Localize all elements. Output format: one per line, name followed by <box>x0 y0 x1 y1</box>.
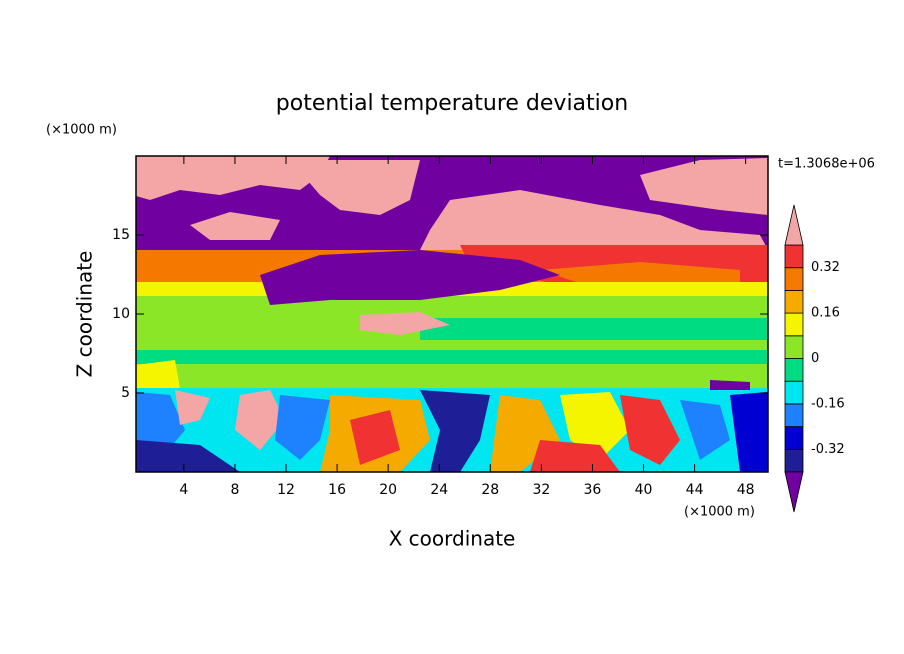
colorbar-box <box>784 426 804 450</box>
colorbar-box <box>784 289 804 314</box>
chart-title: potential temperature deviation <box>276 91 628 116</box>
contour-fill <box>620 395 680 465</box>
colorbar-triangle <box>784 471 804 513</box>
x-tick-label: 12 <box>277 482 295 498</box>
colorbar-box <box>784 312 804 337</box>
contour-fill <box>136 296 768 388</box>
contour-fill <box>420 318 768 340</box>
colorbar-label: 0.32 <box>811 260 840 275</box>
x-unit: (×1000 m) <box>684 505 755 520</box>
colorbar-box <box>784 244 804 269</box>
contour-fill <box>190 212 280 240</box>
contour-fill <box>360 312 450 335</box>
x-tick-label: 36 <box>584 482 602 498</box>
colorbar-box <box>784 267 804 291</box>
contour-fill <box>530 440 620 472</box>
contour-fill <box>136 360 180 388</box>
contour-fill <box>136 156 330 200</box>
contour-fill <box>235 390 285 450</box>
x-tick-label: 48 <box>737 482 755 498</box>
y-tick-label: 10 <box>112 306 130 322</box>
contour-fill <box>275 395 330 460</box>
x-tick-label: 20 <box>379 482 397 498</box>
colorbar-triangle <box>784 204 804 246</box>
contour-fill <box>680 400 730 460</box>
y-tick-label: 5 <box>121 385 130 401</box>
contour-fill <box>260 250 560 305</box>
contour-field <box>136 156 768 472</box>
x-tick-label: 24 <box>430 482 448 498</box>
x-tick-label: 4 <box>179 482 188 498</box>
y-axis-label: Z coordinate <box>73 251 97 378</box>
contour-fill <box>290 160 420 215</box>
contour-fill <box>136 440 240 472</box>
colorbar-box <box>784 448 804 473</box>
y-unit: (×1000 m) <box>46 123 117 138</box>
colorbar-label: 0 <box>811 351 819 366</box>
y-tick-label: 15 <box>112 227 130 243</box>
x-tick-label: 44 <box>686 482 704 498</box>
colorbar-box <box>784 380 804 405</box>
colorbar-box <box>784 358 804 382</box>
x-tick-label: 32 <box>532 482 550 498</box>
contour-fill <box>136 350 768 364</box>
contour-fill <box>640 158 768 215</box>
contour-fill <box>350 410 400 465</box>
x-tick-label: 8 <box>230 482 239 498</box>
colorbar-label: 0.16 <box>811 306 840 321</box>
annotation: t=1.3068e+06 <box>778 157 875 172</box>
contour-fill <box>560 392 630 460</box>
colorbar-label: -0.16 <box>811 396 845 411</box>
contour-fill <box>730 392 768 472</box>
contour-fill <box>420 190 768 250</box>
colorbar-label: -0.32 <box>811 442 845 457</box>
x-tick-label: 28 <box>481 482 499 498</box>
x-axis-label: X coordinate <box>389 527 516 551</box>
contour-fill <box>710 380 750 390</box>
x-tick-label: 16 <box>328 482 346 498</box>
colorbar-box <box>784 403 804 427</box>
contour-fill <box>420 390 490 472</box>
x-tick-label: 40 <box>635 482 653 498</box>
colorbar-box <box>784 335 804 359</box>
contour-fill <box>175 390 210 425</box>
